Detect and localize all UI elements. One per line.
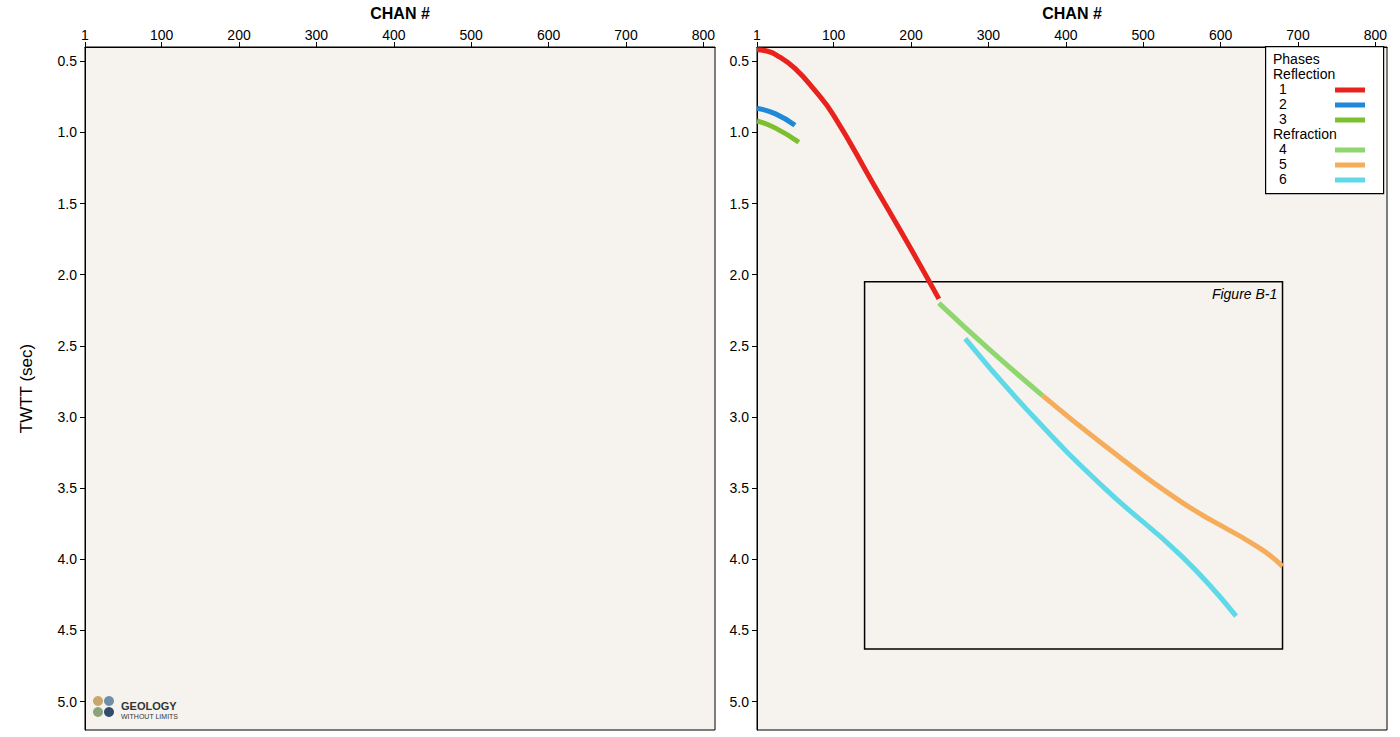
svg-text:700: 700 [614,27,638,43]
svg-text:400: 400 [382,27,406,43]
svg-text:CHAN #: CHAN # [1042,5,1102,22]
svg-text:GEOLOGY: GEOLOGY [121,700,177,712]
svg-text:3.0: 3.0 [58,409,78,425]
svg-text:600: 600 [1209,27,1233,43]
svg-text:1: 1 [1279,81,1287,97]
svg-text:3: 3 [1279,111,1287,127]
svg-text:200: 200 [227,27,251,43]
svg-text:Refraction: Refraction [1273,126,1337,142]
svg-text:200: 200 [899,27,923,43]
svg-text:4.5: 4.5 [730,622,750,638]
svg-text:Phases: Phases [1273,51,1320,67]
svg-text:2.0: 2.0 [58,267,78,283]
svg-text:CHAN #: CHAN # [370,5,430,22]
svg-text:1.5: 1.5 [58,196,78,212]
svg-text:400: 400 [1054,27,1078,43]
svg-text:5.0: 5.0 [730,694,750,710]
svg-text:4.0: 4.0 [730,551,750,567]
svg-text:TWTT (sec): TWTT (sec) [17,344,36,433]
svg-text:4.0: 4.0 [58,551,78,567]
svg-text:2.0: 2.0 [730,267,750,283]
svg-text:5.0: 5.0 [58,694,78,710]
svg-text:1: 1 [753,27,761,43]
svg-text:2: 2 [1279,96,1287,112]
svg-text:WITHOUT LIMITS: WITHOUT LIMITS [121,713,178,720]
svg-text:1.5: 1.5 [730,196,750,212]
svg-text:1: 1 [81,27,89,43]
svg-text:600: 600 [537,27,561,43]
svg-text:Reflection: Reflection [1273,66,1335,82]
svg-text:300: 300 [977,27,1001,43]
svg-text:2.5: 2.5 [58,338,78,354]
svg-text:3.5: 3.5 [730,480,750,496]
svg-text:700: 700 [1286,27,1310,43]
svg-text:500: 500 [1132,27,1156,43]
svg-text:Figure B-1: Figure B-1 [1212,286,1277,302]
svg-text:1.0: 1.0 [58,124,78,140]
svg-text:0.5: 0.5 [730,53,750,69]
svg-text:5: 5 [1279,156,1287,172]
svg-text:800: 800 [1364,27,1388,43]
svg-text:3.5: 3.5 [58,480,78,496]
svg-text:6: 6 [1279,171,1287,187]
svg-text:3.0: 3.0 [730,409,750,425]
svg-text:4.5: 4.5 [58,622,78,638]
svg-text:100: 100 [822,27,846,43]
svg-text:300: 300 [305,27,329,43]
svg-text:4: 4 [1279,141,1287,157]
svg-text:2.5: 2.5 [730,338,750,354]
svg-text:100: 100 [150,27,174,43]
svg-text:0.5: 0.5 [58,53,78,69]
svg-text:800: 800 [692,27,716,43]
svg-text:1.0: 1.0 [730,124,750,140]
svg-text:500: 500 [460,27,484,43]
